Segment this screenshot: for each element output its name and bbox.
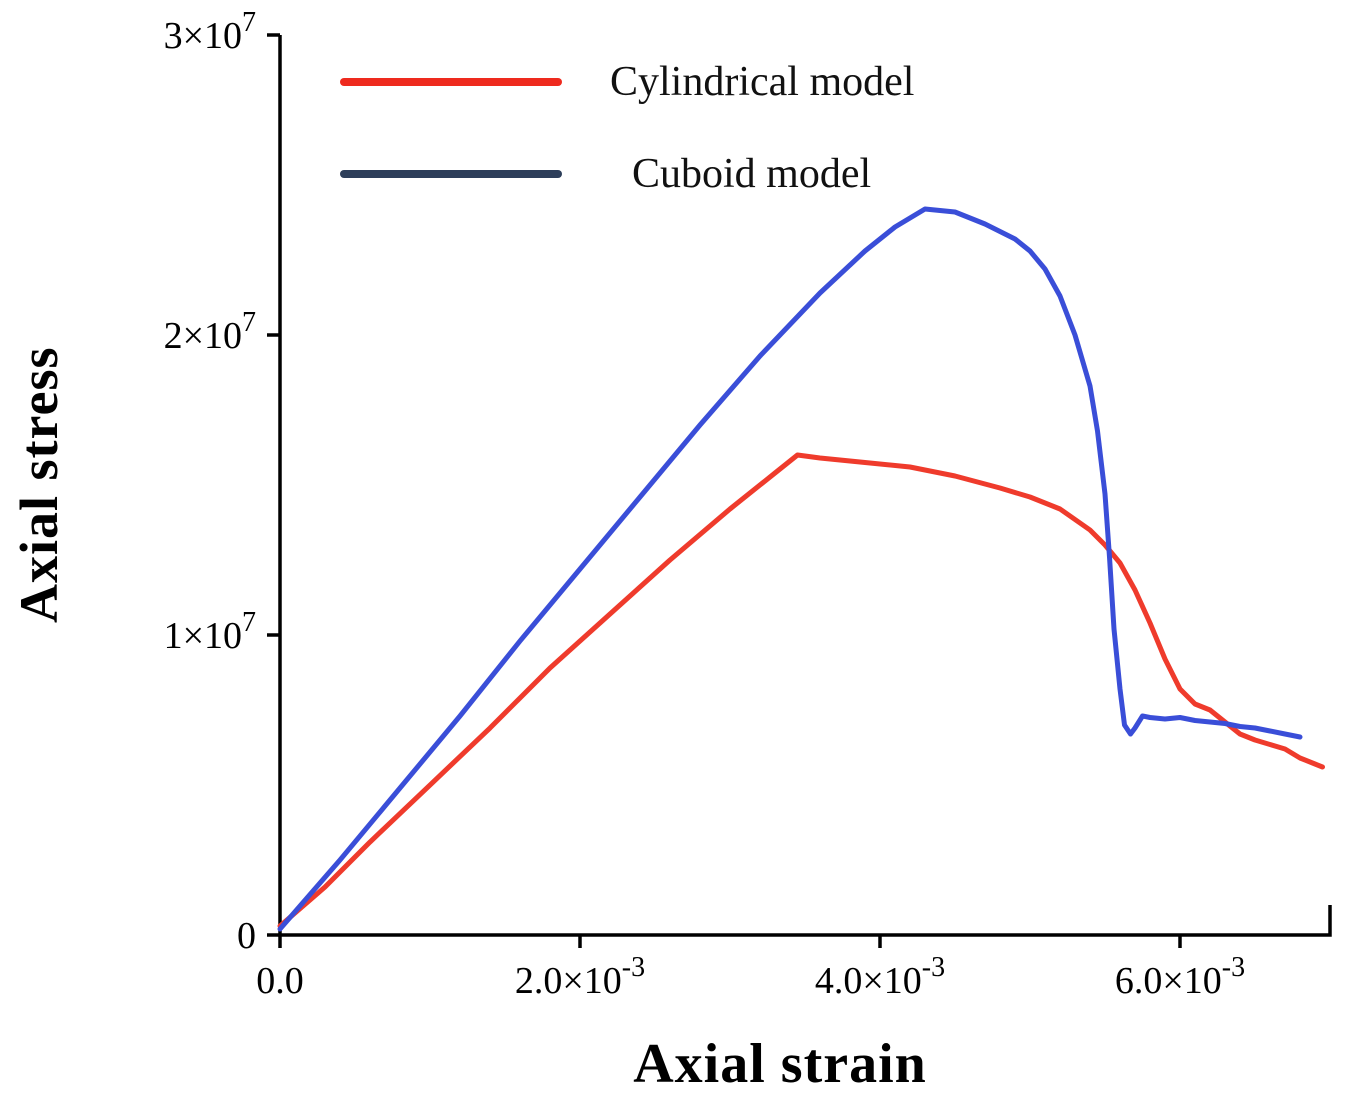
- legend-label-cuboid: Cuboid model: [632, 151, 872, 197]
- svg-text:4.0×10-3: 4.0×10-3: [815, 952, 945, 1002]
- svg-text:1×107: 1×107: [164, 607, 256, 657]
- svg-text:2.0×10-3: 2.0×10-3: [515, 952, 645, 1002]
- svg-text:0.0: 0.0: [256, 960, 304, 1002]
- legend-item-cuboid: Cuboid model: [340, 128, 914, 220]
- legend-item-cylindrical: Cylindrical model: [340, 36, 914, 128]
- y-axis-label: Axial stress: [9, 346, 69, 624]
- svg-text:6.0×10-3: 6.0×10-3: [1115, 952, 1245, 1002]
- svg-text:3×107: 3×107: [164, 7, 256, 57]
- x-axis-label: Axial strain: [633, 1033, 927, 1095]
- legend-line-cylindrical-icon: [340, 78, 562, 86]
- legend-line-cuboid-icon: [340, 170, 562, 178]
- legend: Cylindrical model Cuboid model: [340, 36, 914, 220]
- svg-text:0: 0: [237, 915, 256, 957]
- svg-text:2×107: 2×107: [164, 307, 256, 357]
- legend-label-cylindrical: Cylindrical model: [610, 59, 915, 105]
